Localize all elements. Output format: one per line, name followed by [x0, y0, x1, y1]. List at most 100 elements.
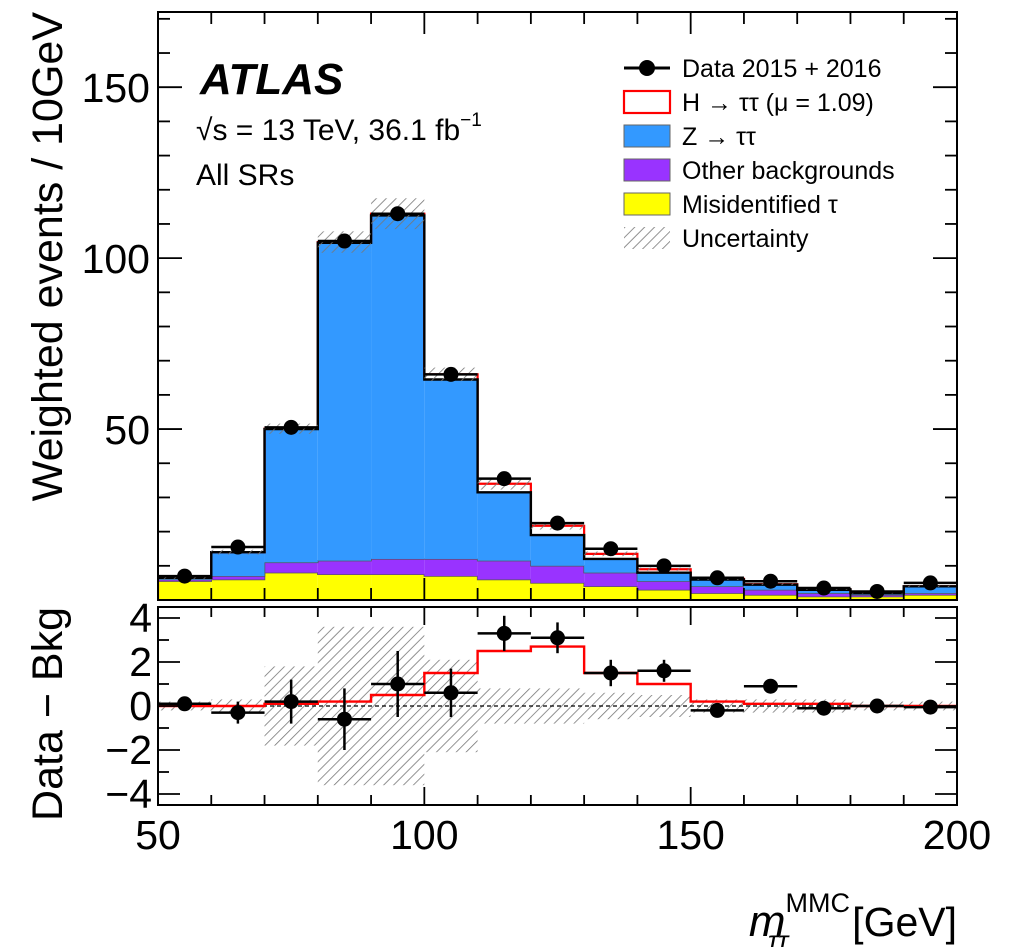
bar-3-10: [637, 572, 691, 582]
data-point-10: [656, 558, 672, 574]
bar-2-11: [690, 586, 744, 594]
legend-swatch-4: [623, 158, 671, 182]
bar-3-9: [584, 558, 638, 573]
ratio-signal-step: [158, 645, 957, 708]
ratio-ytick-label-4: 4: [129, 595, 152, 641]
x-axis-title-subscript: ττ: [768, 926, 790, 947]
x-axis-title: mMMC ττ [GeV]: [749, 888, 957, 947]
ratio-y-axis-title: Data − Bkg: [24, 607, 72, 821]
xtick-label-50: 50: [135, 812, 181, 858]
x-axis-title-unit: [GeV]: [852, 899, 957, 945]
legend-label-4: Other backgrounds: [682, 157, 895, 185]
data-points: [158, 206, 957, 599]
main-ytick-label-150: 150: [82, 65, 150, 111]
ratio-point-9: [603, 665, 619, 681]
data-point-6: [443, 366, 459, 382]
ratio-point-12: [763, 678, 779, 694]
ratio-signal-line: [158, 645, 957, 708]
legend-label-2: H → ττ (μ = 1.09): [682, 89, 874, 117]
energy-label-main: √s = 13 TeV, 36.1 fb: [196, 114, 460, 147]
xtick-label-200: 200: [923, 812, 991, 858]
xtick-label-150: 150: [656, 812, 724, 858]
legend-label-5: Misidentified τ: [682, 191, 838, 219]
bar-3-5: [371, 215, 425, 559]
stacked-histogram: [158, 212, 957, 600]
data-point-3: [283, 419, 299, 435]
bar-1-9: [584, 586, 638, 600]
ratio-data-points: [158, 615, 957, 750]
bar-2-10: [637, 581, 691, 590]
x-axis-title-superscript: MMC: [785, 888, 849, 918]
legend: Data 2015 + 2016 H → ττ (μ = 1.09) Z → ττ O…: [622, 55, 895, 253]
bar-1-7: [477, 579, 531, 600]
x-axis-title-symbol: m: [749, 897, 786, 946]
main-axis-ticks: 50 100 150: [82, 12, 958, 601]
bar-2-6: [424, 558, 478, 577]
bar-1-2: [211, 579, 265, 600]
data-point-2: [230, 539, 246, 555]
bar-3-4: [317, 242, 372, 561]
region-label: All SRs: [196, 159, 294, 192]
ratio-point-2: [230, 705, 246, 721]
bar-1-12: [743, 594, 798, 600]
ratio-point-7: [496, 625, 512, 641]
main-frame: [157, 11, 958, 601]
xtick-label-100: 100: [390, 812, 458, 858]
ratio-ytick-label-0: 0: [129, 683, 152, 729]
main-ytick-label-100: 100: [82, 236, 150, 282]
ratio-point-1: [177, 696, 193, 712]
ratio-point-3: [283, 694, 299, 710]
ratio-ytick-label--4: −4: [105, 771, 152, 817]
ratio-point-14: [869, 698, 885, 714]
legend-swatch-5: [623, 192, 671, 216]
bar-1-3: [264, 572, 318, 600]
data-point-14: [869, 583, 885, 599]
bar-2-12: [743, 589, 798, 595]
bar-1-4: [317, 574, 372, 600]
bar-2-8: [530, 565, 585, 583]
data-point-12: [763, 573, 779, 589]
data-point-1: [177, 568, 193, 584]
bar-1-15: [903, 594, 957, 600]
bar-2-15: [903, 593, 957, 595]
bar-1-8: [530, 582, 585, 600]
main-panel: 50 100 150 Weighted events / 10GeV: [24, 11, 958, 601]
bar-2-3: [264, 562, 318, 573]
ratio-point-4: [336, 711, 352, 727]
bar-2-9: [584, 572, 638, 587]
bar-3-3: [264, 429, 318, 563]
legend-swatch-6: [624, 227, 670, 249]
data-point-9: [603, 541, 619, 557]
bar-2-2: [211, 576, 265, 580]
atlas-label: ATLAS: [199, 55, 343, 104]
main-y-axis-title: Weighted events / 10GeV: [24, 12, 72, 502]
ratio-ytick-label-2: 2: [129, 639, 152, 685]
data-point-7: [496, 471, 512, 487]
legend-swatch-2: [622, 89, 672, 115]
data-point-13: [816, 580, 832, 596]
ratio-ytick-label--2: −2: [105, 727, 152, 773]
energy-label: √s = 13 TeV, 36.1 fb−1: [196, 110, 482, 147]
data-point-15: [922, 575, 938, 591]
ratio-point-5: [390, 676, 406, 692]
bar-1-13: [797, 596, 851, 600]
bar-1-11: [690, 593, 744, 600]
ratio-point-8: [550, 630, 565, 646]
legend-marker-dot: [639, 60, 655, 76]
data-point-11: [709, 570, 725, 586]
ratio-point-13: [816, 700, 832, 716]
ratio-point-11: [709, 702, 725, 718]
bar-3-6: [424, 379, 478, 559]
ratio-point-6: [443, 685, 459, 701]
bar-2-5: [371, 558, 425, 575]
bar-1-5: [371, 574, 425, 600]
ratio-point-10: [656, 663, 672, 679]
bar-2-4: [317, 560, 372, 575]
bar-2-7: [477, 560, 531, 580]
bar-3-8: [530, 535, 585, 566]
bar-1-1: [158, 581, 212, 600]
energy-label-sup: −1: [460, 110, 482, 131]
